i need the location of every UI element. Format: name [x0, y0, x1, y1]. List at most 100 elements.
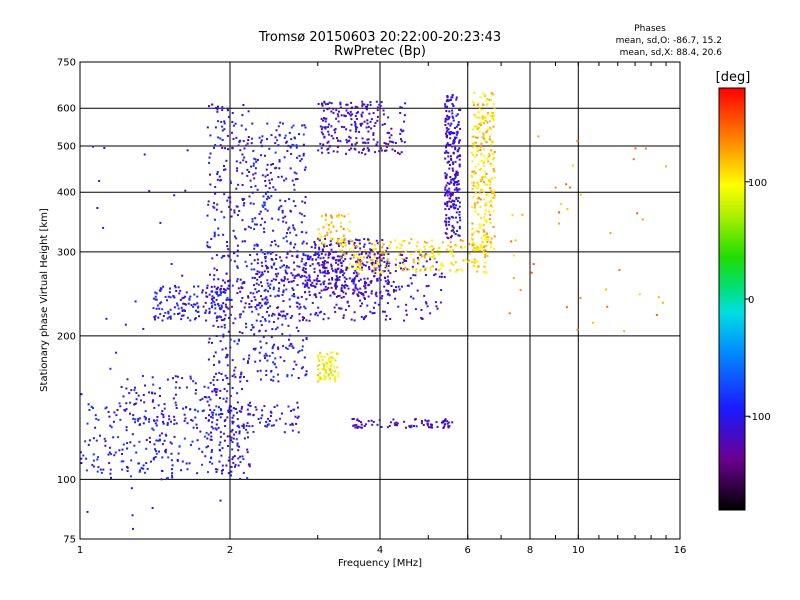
- data-point: [415, 268, 418, 271]
- data-point: [263, 221, 266, 224]
- data-point: [342, 260, 345, 263]
- data-point: [203, 396, 206, 398]
- data-point: [210, 450, 213, 453]
- data-point: [376, 106, 379, 109]
- data-point: [356, 419, 359, 422]
- data-point: [230, 215, 233, 218]
- data-point: [267, 285, 270, 288]
- data-point: [475, 248, 478, 251]
- data-point: [289, 305, 292, 308]
- data-point: [252, 202, 255, 205]
- data-point: [226, 435, 229, 438]
- data-point: [324, 370, 327, 372]
- data-point: [323, 262, 326, 265]
- data-point: [365, 252, 368, 255]
- data-point: [474, 249, 477, 252]
- data-point: [431, 423, 433, 426]
- data-point: [476, 103, 479, 106]
- data-point: [125, 426, 128, 429]
- data-point: [375, 143, 378, 146]
- data-point: [178, 445, 181, 448]
- data-point: [326, 231, 329, 234]
- data-point: [490, 149, 493, 152]
- data-point: [471, 170, 474, 173]
- data-point: [336, 285, 338, 288]
- data-point: [374, 122, 377, 124]
- data-point: [266, 252, 269, 255]
- data-point: [219, 408, 222, 411]
- data-point: [355, 126, 357, 129]
- data-point: [253, 296, 256, 299]
- data-point: [242, 358, 245, 361]
- data-point: [259, 210, 262, 213]
- data-point: [181, 314, 184, 317]
- data-point: [369, 248, 372, 251]
- data-point: [241, 172, 244, 175]
- data-point: [332, 137, 335, 140]
- data-point: [451, 193, 454, 196]
- data-point: [458, 165, 461, 168]
- data-point: [511, 214, 514, 217]
- data-point: [314, 244, 317, 247]
- data-point: [215, 335, 218, 337]
- data-point: [128, 392, 131, 395]
- data-point: [357, 260, 360, 263]
- data-point: [485, 252, 488, 254]
- data-point: [349, 136, 352, 139]
- data-point: [340, 288, 343, 291]
- data-point: [205, 291, 208, 294]
- data-point: [470, 237, 473, 240]
- data-point: [295, 144, 298, 147]
- data-point: [327, 256, 330, 259]
- data-point: [319, 378, 322, 381]
- data-point: [322, 318, 325, 321]
- data-point: [212, 205, 215, 208]
- data-point: [280, 175, 283, 178]
- data-point: [419, 253, 422, 256]
- data-point: [403, 120, 406, 123]
- data-point: [410, 282, 413, 285]
- data-point: [453, 177, 456, 180]
- data-point: [449, 137, 452, 140]
- data-point: [236, 244, 239, 247]
- data-point: [359, 256, 362, 259]
- data-point: [479, 168, 482, 171]
- data-point: [488, 120, 491, 123]
- data-point: [481, 136, 484, 139]
- data-point: [474, 206, 476, 209]
- data-point: [293, 228, 296, 231]
- data-point: [165, 448, 167, 451]
- data-point: [217, 278, 220, 281]
- data-point: [397, 285, 400, 288]
- data-point: [489, 187, 492, 190]
- data-point: [109, 472, 112, 475]
- data-point: [220, 325, 223, 328]
- data-point: [226, 287, 229, 290]
- data-point: [348, 263, 351, 266]
- data-point: [230, 439, 233, 442]
- data-point: [259, 306, 262, 309]
- data-point: [251, 122, 254, 125]
- data-point: [184, 417, 187, 420]
- data-point: [218, 413, 220, 416]
- data-point: [327, 317, 330, 320]
- data-point: [320, 235, 323, 238]
- data-point: [285, 346, 288, 349]
- data-point: [559, 203, 562, 205]
- data-point: [152, 457, 155, 459]
- data-point: [387, 279, 390, 282]
- data-point: [329, 231, 332, 234]
- data-point: [293, 268, 296, 271]
- data-point: [409, 253, 412, 256]
- data-point: [394, 239, 397, 242]
- data-point: [492, 141, 495, 144]
- data-point: [192, 426, 195, 429]
- data-point: [379, 253, 382, 256]
- data-point: [373, 266, 376, 269]
- data-point: [250, 142, 253, 145]
- data-point: [482, 103, 485, 106]
- data-point: [302, 154, 305, 157]
- data-point: [304, 291, 307, 294]
- data-point: [260, 304, 263, 307]
- data-point: [241, 282, 244, 285]
